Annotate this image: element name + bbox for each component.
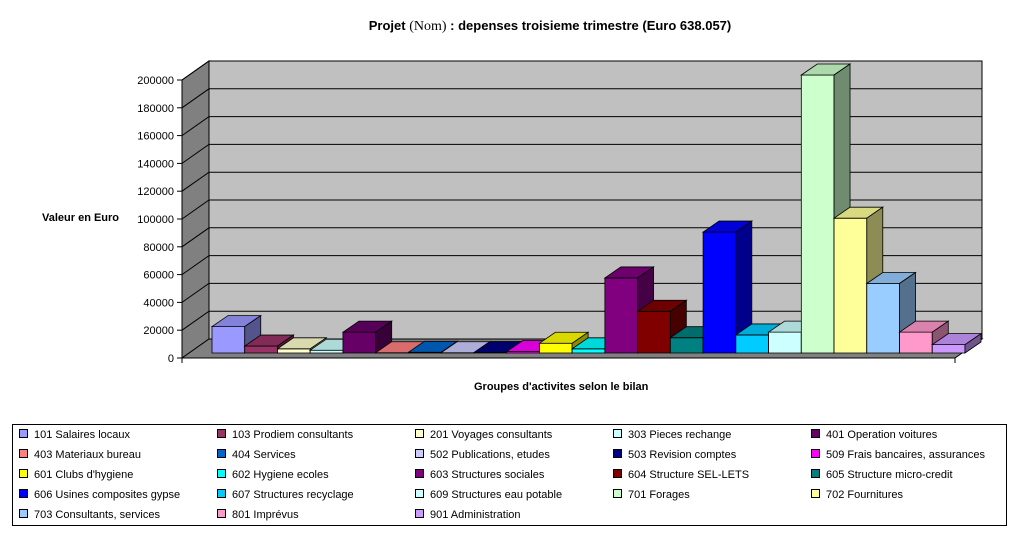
legend-swatch bbox=[217, 509, 226, 518]
legend-item: 801 Imprévus bbox=[217, 509, 299, 521]
legend-label: 609 Structures eau potable bbox=[430, 489, 563, 501]
legend-label: 503 Revision comptes bbox=[628, 449, 737, 461]
legend-swatch bbox=[613, 449, 622, 458]
x-axis-label: Groupes d'activites selon le bilan bbox=[474, 381, 649, 393]
gridline bbox=[181, 60, 982, 81]
legend-item: 901 Administration bbox=[415, 509, 521, 521]
legend-item: 403 Materiaux bureau bbox=[19, 449, 141, 461]
y-axis-label: Valeur en Euro bbox=[42, 212, 120, 224]
legend-swatch bbox=[415, 469, 424, 478]
legend-swatch bbox=[19, 449, 28, 458]
legend-swatch bbox=[811, 469, 820, 478]
bar-23 bbox=[930, 332, 983, 354]
legend-swatch bbox=[217, 429, 226, 438]
legend-swatch bbox=[415, 449, 424, 458]
legend-swatch bbox=[613, 469, 622, 478]
legend-swatch bbox=[811, 449, 820, 458]
y-tick-label: 60000 bbox=[143, 270, 174, 282]
legend-item: 605 Structure micro-credit bbox=[811, 469, 953, 481]
legend-label: 502 Publications, etudes bbox=[430, 449, 550, 461]
legend-item: 701 Forages bbox=[613, 489, 690, 501]
legend-item: 502 Publications, etudes bbox=[415, 449, 550, 461]
legend-label: 404 Services bbox=[232, 449, 296, 461]
legend-item: 201 Voyages consultants bbox=[415, 429, 552, 441]
legend-item: 503 Revision comptes bbox=[613, 449, 736, 461]
legend-swatch bbox=[415, 489, 424, 498]
legend-label: 702 Fournitures bbox=[826, 489, 904, 501]
gridline bbox=[181, 171, 982, 192]
title-rest: : depenses troisieme trimestre (Euro 638… bbox=[450, 18, 732, 33]
legend-swatch bbox=[19, 469, 28, 478]
legend-swatch bbox=[217, 449, 226, 458]
legend-item: 604 Structure SEL-LETS bbox=[613, 469, 749, 481]
legend-label: 703 Consultants, services bbox=[34, 509, 160, 521]
legend-item: 602 Hygiene ecoles bbox=[217, 469, 329, 481]
legend-label: 701 Forages bbox=[628, 489, 690, 501]
legend-swatch bbox=[19, 509, 28, 518]
legend-label: 604 Structure SEL-LETS bbox=[628, 469, 750, 481]
legend-label: 901 Administration bbox=[430, 509, 521, 521]
legend-item: 303 Pieces rechange bbox=[613, 429, 731, 441]
legend-item: 607 Structures recyclage bbox=[217, 489, 354, 501]
legend-label: 603 Structures sociales bbox=[430, 469, 545, 481]
legend-label: 403 Materiaux bureau bbox=[34, 449, 142, 461]
legend-swatch bbox=[811, 489, 820, 498]
legend-swatch bbox=[217, 469, 226, 478]
legend-swatch bbox=[415, 509, 424, 518]
legend-swatch bbox=[811, 429, 820, 438]
bar-11 bbox=[538, 331, 590, 354]
legend-label: 509 Frais bancaires, assurances bbox=[826, 449, 985, 461]
legend-swatch bbox=[19, 489, 28, 498]
gridline bbox=[181, 199, 982, 220]
legend-label: 401 Operation voitures bbox=[826, 429, 938, 441]
title-nom: (Nom) bbox=[409, 19, 447, 34]
y-tick-label: 80000 bbox=[143, 242, 174, 254]
gridline bbox=[181, 88, 982, 109]
y-tick-label: 100000 bbox=[137, 214, 174, 226]
legend-item: 609 Structures eau potable bbox=[415, 489, 562, 501]
legend-label: 601 Clubs d'hygiene bbox=[34, 469, 134, 481]
legend-item: 606 Usines composites gypse bbox=[19, 489, 180, 501]
y-tick-label: 140000 bbox=[137, 158, 174, 170]
legend-label: 606 Usines composites gypse bbox=[34, 489, 181, 501]
gridline bbox=[181, 116, 982, 137]
legend-swatch bbox=[415, 429, 424, 438]
legend-label: 605 Structure micro-credit bbox=[826, 469, 953, 481]
chart-legend: 101 Salaires locaux 103 Prodiem consultan… bbox=[12, 424, 1007, 526]
legend-item: 601 Clubs d'hygiene bbox=[19, 469, 133, 481]
legend-item: 401 Operation voitures bbox=[811, 429, 937, 441]
legend-label: 607 Structures recyclage bbox=[232, 489, 354, 501]
legend-label: 303 Pieces rechange bbox=[628, 429, 732, 441]
legend-swatch bbox=[613, 489, 622, 498]
legend-swatch bbox=[19, 429, 28, 438]
legend-item: 603 Structures sociales bbox=[415, 469, 544, 481]
y-tick-label: 20000 bbox=[143, 325, 174, 337]
legend-swatch bbox=[613, 429, 622, 438]
y-tick-label: 160000 bbox=[137, 131, 174, 143]
legend-item: 404 Services bbox=[217, 449, 296, 461]
title-main: Projet bbox=[368, 18, 406, 33]
legend-item: 103 Prodiem consultants bbox=[217, 429, 353, 441]
legend-item: 509 Frais bancaires, assurances bbox=[811, 449, 985, 461]
y-tick-label: 200000 bbox=[137, 75, 174, 87]
legend-label: 103 Prodiem consultants bbox=[232, 429, 354, 441]
legend-label: 602 Hygiene ecoles bbox=[232, 469, 329, 481]
gridline bbox=[181, 143, 982, 164]
legend-item: 702 Fournitures bbox=[811, 489, 903, 501]
legend-label: 201 Voyages consultants bbox=[430, 429, 553, 441]
legend-label: 101 Salaires locaux bbox=[34, 429, 131, 441]
y-tick-label: 120000 bbox=[137, 186, 174, 198]
legend-item: 703 Consultants, services bbox=[19, 509, 160, 521]
y-tick-label: 0 bbox=[168, 353, 174, 365]
y-tick-label: 180000 bbox=[137, 103, 174, 115]
legend-swatch bbox=[217, 489, 226, 498]
chart-title: Projet (Nom) : depenses troisieme trimes… bbox=[0, 18, 1020, 35]
legend-label: 801 Imprévus bbox=[232, 509, 299, 521]
y-tick-label: 40000 bbox=[143, 297, 174, 309]
legend-item: 101 Salaires locaux bbox=[19, 429, 130, 441]
